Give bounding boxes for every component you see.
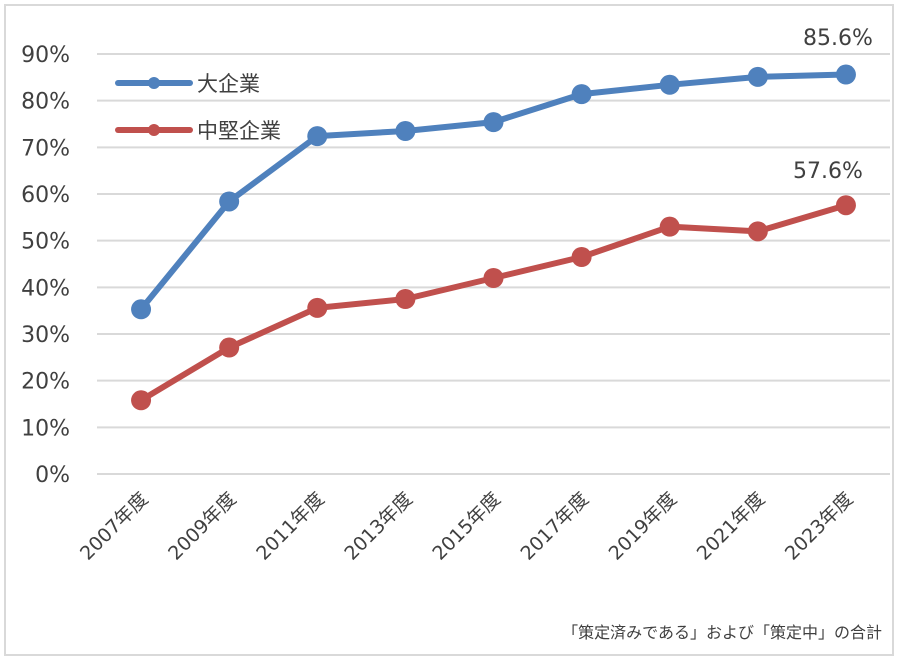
series-1-point bbox=[659, 216, 680, 237]
series-0-point bbox=[571, 84, 592, 105]
x-tick-label: 2023年度 bbox=[781, 488, 858, 565]
series-1-point bbox=[131, 390, 152, 411]
x-tick-label: 2017年度 bbox=[517, 488, 594, 565]
legend: 大企業 中堅企業 bbox=[115, 72, 281, 143]
y-tick-label: 50% bbox=[21, 230, 70, 255]
legend-label-mid: 中堅企業 bbox=[197, 119, 281, 143]
y-tick-label: 40% bbox=[21, 276, 70, 301]
chart-frame bbox=[4, 4, 894, 656]
series-1-point bbox=[571, 247, 592, 267]
data-label-large-last: 85.6% bbox=[803, 26, 873, 51]
series-0-point bbox=[395, 121, 416, 141]
legend-marker-large bbox=[148, 77, 160, 89]
y-tick-label: 60% bbox=[21, 183, 70, 208]
series-0-point bbox=[483, 112, 504, 133]
x-tick-label: 2013年度 bbox=[340, 488, 417, 565]
series-1-point bbox=[307, 297, 328, 318]
x-tick-label: 2015年度 bbox=[428, 488, 505, 565]
x-tick-label: 2011年度 bbox=[252, 488, 329, 565]
series-line-1 bbox=[139, 202, 847, 403]
legend-label-large: 大企業 bbox=[197, 72, 260, 96]
x-tick-label: 2009年度 bbox=[164, 488, 241, 565]
series-points bbox=[131, 64, 856, 411]
data-labels: 85.6% 57.6% bbox=[793, 26, 873, 184]
series-1-point bbox=[395, 289, 416, 309]
x-axis-ticks: 2007年度 2009年度 2011年度 2013年度 2015年度 2017年度 2019… bbox=[76, 488, 858, 565]
y-tick-label: 0% bbox=[35, 463, 70, 488]
footnote: 「策定済みである」および「策定中」の合計 bbox=[562, 623, 882, 642]
series-1-point bbox=[483, 268, 504, 288]
x-tick-label: 2019年度 bbox=[605, 488, 682, 565]
series-0-point bbox=[131, 299, 152, 320]
series-1-point bbox=[835, 195, 856, 216]
y-axis-ticks: 0% 10% 20% 30% 40% 50% 60% 70% 80% 90% bbox=[21, 43, 70, 488]
legend-marker-mid bbox=[148, 124, 160, 136]
series-0-point bbox=[835, 64, 856, 85]
y-tick-label: 80% bbox=[21, 90, 70, 115]
series-1-point bbox=[219, 337, 240, 358]
data-label-mid-last: 57.6% bbox=[793, 159, 863, 184]
y-tick-label: 90% bbox=[21, 43, 70, 68]
y-tick-label: 30% bbox=[21, 323, 70, 348]
x-tick-label: 2007年度 bbox=[76, 488, 153, 565]
series-1-point bbox=[747, 221, 768, 242]
y-tick-label: 70% bbox=[21, 136, 70, 161]
y-tick-label: 20% bbox=[21, 370, 70, 395]
series-0-point bbox=[219, 191, 240, 212]
series-0-point bbox=[659, 74, 680, 95]
series-0-point bbox=[307, 126, 328, 147]
y-tick-label: 10% bbox=[21, 416, 70, 441]
x-tick-label: 2021年度 bbox=[693, 488, 770, 565]
series-0-point bbox=[747, 66, 768, 87]
